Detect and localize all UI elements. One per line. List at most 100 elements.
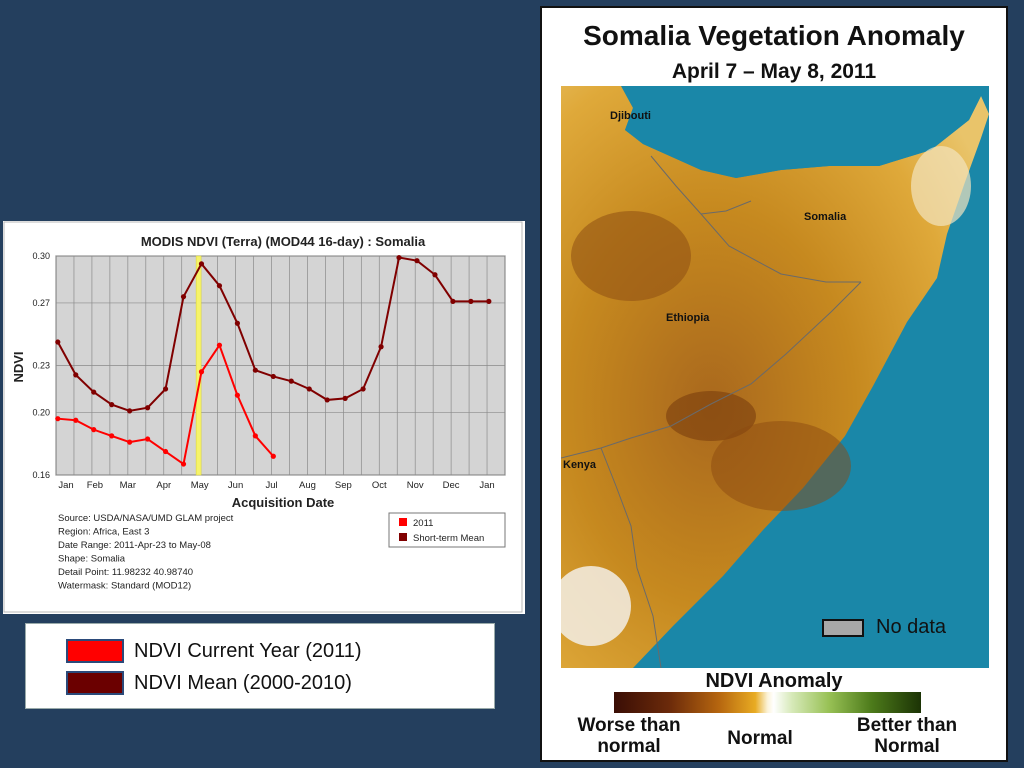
series-point-1: [450, 298, 456, 304]
map-subtitle: April 7 – May 8, 2011: [671, 60, 877, 83]
legend-mean-label: Short-term Mean: [413, 533, 484, 544]
series-point-1: [144, 405, 151, 411]
country-borders: [561, 155, 862, 668]
series-point-1: [216, 283, 223, 289]
series-point-1: [234, 320, 240, 326]
series-point-1: [378, 344, 384, 350]
series-point-0: [234, 392, 240, 398]
anomaly-patch: [711, 421, 851, 511]
legend-current-label: NDVI Current Year (2011): [134, 639, 362, 662]
legend-2011-swatch: [399, 518, 407, 526]
x-tick-label: Dec: [443, 480, 460, 491]
chart-title: MODIS NDVI (Terra) (MOD44 16-day) : Soma…: [141, 234, 426, 249]
vegetation-anomaly-map: Djibouti Somalia Ethiopia Kenya: [561, 86, 989, 668]
series-point-1: [252, 367, 258, 373]
series-point-1: [91, 389, 97, 395]
series-point-1: [324, 397, 330, 403]
legend-row-mean: NDVI Mean (2000-2010): [66, 670, 352, 696]
x-tick-label: Jul: [265, 480, 277, 491]
info-line: Region: Africa, East 3: [58, 527, 149, 538]
colorbar-label-worse: Worse than normal: [577, 715, 681, 757]
series-point-1: [360, 386, 366, 392]
series-point-1: [396, 254, 402, 261]
y-tick-label: 0.30: [32, 251, 50, 261]
series-point-0: [144, 436, 151, 442]
x-axis-label: Acquisition Date: [232, 495, 335, 510]
map-label-ethiopia: Ethiopia: [666, 312, 710, 324]
x-tick-label: Oct: [372, 480, 387, 491]
x-tick-label: Jan: [58, 480, 73, 491]
y-tick-label: 0.16: [32, 470, 50, 480]
x-tick-label: Jun: [228, 480, 243, 491]
map-label-somalia: Somalia: [804, 211, 847, 223]
x-tick-label: Apr: [156, 480, 171, 491]
series-point-0: [198, 369, 205, 375]
series-point-1: [162, 386, 169, 392]
info-line: Detail Point: 11.98232 40.98740: [58, 567, 193, 578]
colorbar-label-better: Better than Normal: [856, 715, 958, 757]
legend-2011-label: 2011: [413, 518, 433, 529]
x-tick-label: Aug: [299, 480, 316, 491]
info-line: Date Range: 2011-Apr-23 to May-08: [58, 540, 211, 551]
vegetation-map-panel: Somalia Vegetation Anomaly April 7 – May…: [540, 6, 1008, 762]
anomaly-patch: [911, 146, 971, 226]
series-point-1: [342, 395, 348, 401]
series-point-0: [55, 416, 61, 422]
series-point-1: [127, 408, 133, 414]
series-point-1: [414, 258, 420, 264]
chart-info-text: Source: USDA/NASA/UMD GLAM project Region…: [58, 513, 234, 592]
y-axis-label: NDVI: [11, 351, 26, 382]
series-point-1: [468, 298, 474, 304]
x-tick-label: Sep: [335, 480, 352, 491]
x-tick-label: Mar: [120, 480, 136, 491]
colorbar-title: NDVI Anomaly: [705, 670, 843, 692]
series-point-1: [306, 386, 312, 392]
info-line: Watermask: Standard (MOD12): [58, 581, 191, 592]
colorbar-label-normal: Normal: [727, 728, 793, 749]
series-point-1: [73, 372, 79, 378]
series-point-1: [486, 298, 492, 304]
anomaly-patch: [666, 391, 756, 441]
series-point-1: [198, 261, 205, 267]
anomaly-patch: [571, 211, 691, 301]
series-point-0: [270, 453, 276, 459]
series-point-0: [180, 461, 187, 467]
series-point-1: [180, 294, 187, 300]
series-point-1: [55, 339, 61, 345]
info-line: Shape: Somalia: [58, 554, 126, 565]
series-point-0: [252, 433, 258, 439]
no-data-swatch: [822, 619, 864, 637]
series-point-0: [73, 417, 79, 423]
ndvi-legend: NDVI Current Year (2011) NDVI Mean (2000…: [25, 623, 495, 709]
x-tick-label: May: [191, 480, 209, 491]
ndvi-chart: MODIS NDVI (Terra) (MOD44 16-day) : Soma…: [3, 221, 523, 613]
gulf-of-aden: [625, 86, 989, 178]
map-label-kenya: Kenya: [563, 459, 597, 471]
legend-mean-label: NDVI Mean (2000-2010): [134, 671, 352, 694]
info-line: Source: USDA/NASA/UMD GLAM project: [58, 513, 234, 524]
series-point-0: [127, 439, 133, 445]
legend-current-swatch: [66, 639, 124, 663]
y-tick-label: 0.27: [32, 298, 50, 308]
series-point-1: [288, 378, 294, 384]
ndvi-anomaly-colorbar: [614, 692, 921, 713]
series-point-0: [216, 342, 223, 348]
current-period-highlight: [195, 255, 202, 476]
series-point-1: [109, 402, 115, 408]
x-tick-label: Nov: [407, 480, 424, 491]
series-point-0: [91, 427, 97, 433]
anomaly-patch: [561, 566, 631, 646]
series-point-0: [109, 433, 115, 439]
no-data-label: No data: [876, 616, 947, 638]
legend-row-current: NDVI Current Year (2011): [66, 638, 362, 664]
ndvi-chart-panel: MODIS NDVI (Terra) (MOD44 16-day) : Soma…: [3, 221, 525, 614]
series-point-0: [162, 448, 169, 455]
map-label-djibouti: Djibouti: [610, 110, 651, 122]
series-point-1: [432, 272, 438, 278]
chart-legend: 2011 Short-term Mean: [388, 512, 506, 548]
x-tick-label: Jan: [479, 480, 494, 491]
legend-mean-swatch: [399, 533, 407, 541]
y-tick-label: 0.20: [32, 407, 50, 417]
x-tick-label: Feb: [87, 480, 103, 491]
y-tick-label: 0.23: [32, 361, 50, 371]
